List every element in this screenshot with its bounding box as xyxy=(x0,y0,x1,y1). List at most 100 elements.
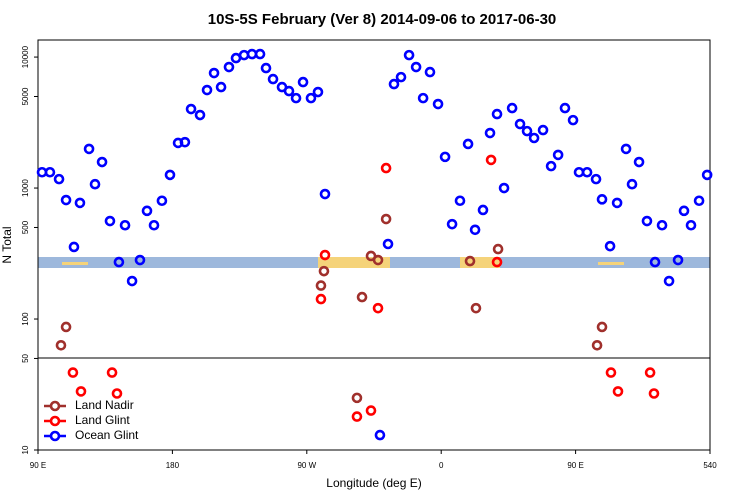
data-point xyxy=(96,156,108,168)
x-tick-label: 90 E xyxy=(567,461,583,470)
data-point xyxy=(297,76,309,88)
x-tick-label: 180 xyxy=(166,461,180,470)
data-point xyxy=(491,108,503,120)
data-point xyxy=(432,98,444,110)
data-point xyxy=(318,265,330,277)
data-point xyxy=(491,256,503,268)
data-point xyxy=(208,67,220,79)
data-point xyxy=(591,340,603,351)
y-tick-label: 10 xyxy=(21,445,30,454)
legend-marker xyxy=(49,430,61,442)
data-point xyxy=(439,151,451,163)
data-point xyxy=(559,102,571,114)
data-point xyxy=(319,249,331,261)
data-point xyxy=(464,255,476,267)
data-point xyxy=(113,256,125,268)
data-point xyxy=(194,109,206,121)
data-point xyxy=(315,280,327,291)
data-point xyxy=(104,215,116,227)
data-point xyxy=(590,173,602,185)
data-point xyxy=(351,411,363,422)
data-point xyxy=(254,48,266,60)
data-point xyxy=(648,388,660,399)
data-point xyxy=(656,219,668,231)
data-point xyxy=(67,367,79,378)
data-point xyxy=(484,127,496,139)
data-point xyxy=(528,132,540,144)
data-point xyxy=(111,388,123,399)
data-point xyxy=(644,367,656,378)
x-tick-label: 90 E xyxy=(30,461,46,470)
data-point xyxy=(53,173,65,185)
y-tick-label: 5000 xyxy=(21,87,30,105)
data-point xyxy=(626,178,638,190)
data-point xyxy=(545,160,557,172)
data-point xyxy=(60,194,72,206)
land-patch xyxy=(62,262,88,265)
data-point xyxy=(267,73,279,85)
data-point xyxy=(604,240,616,252)
legend-label: Land Glint xyxy=(75,413,130,427)
data-point xyxy=(477,204,489,216)
chart-title: 10S-5S February (Ver 8) 2014-09-06 to 20… xyxy=(208,11,557,28)
data-point xyxy=(424,66,436,78)
data-point xyxy=(470,302,482,314)
data-point xyxy=(417,92,429,104)
data-point xyxy=(506,102,518,114)
data-point xyxy=(156,195,168,207)
data-point xyxy=(44,166,56,178)
y-tick-label: 500 xyxy=(21,220,30,234)
data-point xyxy=(382,238,394,250)
y-axis-label: N Total xyxy=(0,226,14,263)
data-point xyxy=(537,124,549,136)
data-point xyxy=(611,197,623,209)
x-axis-label: Longitude (deg E) xyxy=(326,476,421,490)
data-point xyxy=(403,49,415,61)
data-point xyxy=(633,156,645,168)
data-point xyxy=(454,195,466,207)
data-point xyxy=(305,92,317,104)
data-point xyxy=(663,275,675,287)
legend-label: Land Nadir xyxy=(75,398,134,412)
data-point xyxy=(365,405,377,416)
data-point xyxy=(283,85,295,97)
land-patch xyxy=(460,257,500,268)
data-point xyxy=(185,103,197,115)
land-patch xyxy=(318,257,390,268)
data-point xyxy=(201,84,213,96)
data-point xyxy=(462,138,474,150)
data-point xyxy=(693,195,705,207)
data-point xyxy=(410,61,422,73)
data-point xyxy=(83,143,95,155)
land-patch xyxy=(598,262,624,265)
data-point xyxy=(74,197,86,209)
data-point xyxy=(552,149,564,161)
data-point xyxy=(567,114,579,126)
data-point xyxy=(596,321,608,333)
data-point xyxy=(290,92,302,104)
data-point xyxy=(672,254,684,266)
data-point xyxy=(372,254,384,266)
data-point xyxy=(372,302,384,314)
y-tick-label: 100 xyxy=(21,312,30,326)
data-point xyxy=(260,62,272,74)
data-point xyxy=(492,243,504,255)
data-point xyxy=(395,71,407,83)
data-point xyxy=(75,386,87,397)
data-point xyxy=(469,224,481,236)
data-point xyxy=(141,205,153,217)
legend-marker xyxy=(49,415,61,427)
x-tick-label: 540 xyxy=(703,461,717,470)
y-tick-label: 1000 xyxy=(21,179,30,197)
data-point xyxy=(119,219,131,231)
data-point xyxy=(312,86,324,98)
data-point xyxy=(68,241,80,253)
data-point xyxy=(596,194,608,205)
data-point xyxy=(485,154,497,166)
data-point xyxy=(374,429,386,441)
data-point xyxy=(179,136,191,148)
data-point xyxy=(106,367,118,378)
data-point xyxy=(126,275,138,287)
x-tick-label: 90 W xyxy=(297,461,316,470)
